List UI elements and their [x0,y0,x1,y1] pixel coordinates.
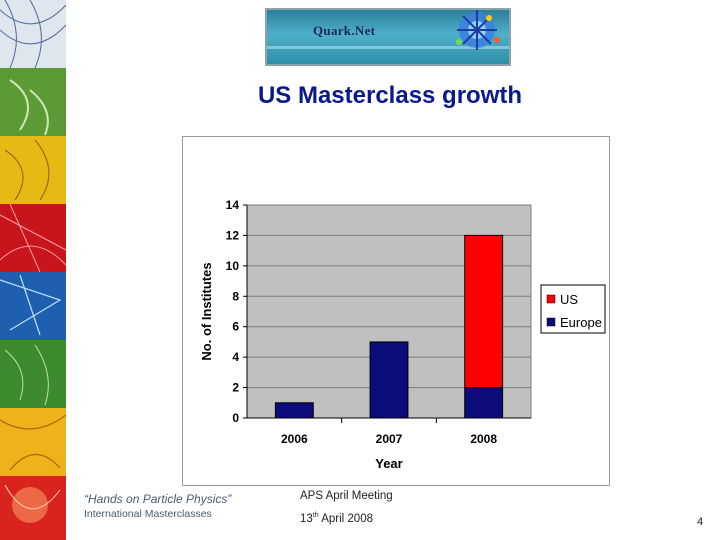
bar-europe-2006 [274,402,314,419]
footer-subtitle: International Masterclasses [84,508,212,520]
decorative-side-strip [0,0,66,540]
y-tick-label: 14 [226,198,240,212]
slide-title: US Masterclass growth [257,82,523,109]
y-tick-label: 8 [232,289,239,303]
masterclass-logo: “Hands on Particle Physics” Internationa… [84,492,264,520]
legend-label-us: US [560,292,578,307]
y-tick-label: 12 [226,228,240,242]
y-tick-label: 10 [226,259,240,273]
quarknet-banner: Quark.Net [265,8,511,66]
meeting-date: 13th April 2008 [300,512,373,525]
bar-us-2008 [464,234,504,389]
legend-swatch-europe [546,317,556,327]
quarknet-logo-text: Quark.Net [313,23,376,38]
legend-swatch-us [546,294,556,304]
bar-europe-2007 [369,341,409,419]
y-tick-label: 2 [232,381,239,395]
x-tick-label: 2008 [470,432,497,446]
date-suffix: th [312,512,319,519]
footer-tagline: “Hands on Particle Physics” [84,492,232,506]
y-axis-label: No. of Institutes [199,262,214,360]
y-tick-label: 4 [232,350,239,364]
x-axis-label: Year [375,456,402,471]
date-day: 13 [300,512,313,525]
legend-label-europe: Europe [560,315,602,330]
quark-logo-art [267,10,509,50]
page-number: 4 [697,516,704,528]
chart-area: 0 2 4 6 8 10 12 14 2006 2007 2008 Year No. of Instit… [182,136,610,486]
y-tick-label: 6 [232,320,239,334]
x-tick-label: 2007 [376,432,403,446]
date-rest: April 2008 [318,512,373,525]
bar-europe-2008 [464,387,504,419]
meeting-name: APS April Meeting [300,490,393,502]
bar-chart: 0 2 4 6 8 10 12 14 2006 2007 2008 Year No. of Instit… [199,198,606,471]
y-tick-label: 0 [232,411,239,425]
side-strip-art [0,0,66,540]
x-tick-label: 2006 [281,432,308,446]
